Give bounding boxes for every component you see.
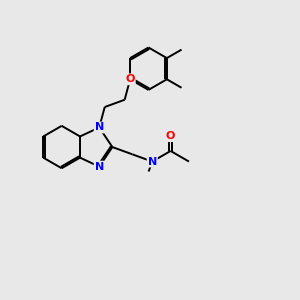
- Text: N: N: [148, 157, 157, 166]
- Text: N: N: [94, 162, 104, 172]
- Text: O: O: [125, 74, 135, 84]
- Text: N: N: [94, 122, 104, 133]
- Text: O: O: [166, 131, 175, 141]
